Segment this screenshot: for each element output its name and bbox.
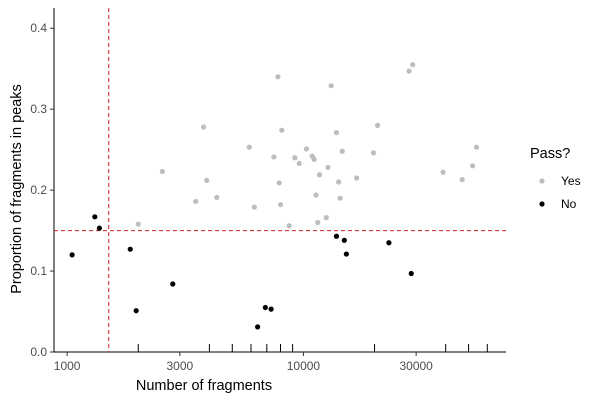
data-point-yes	[271, 154, 277, 160]
data-point-yes	[406, 68, 412, 74]
data-point-no	[69, 252, 75, 258]
data-point-no	[341, 237, 347, 243]
legend-label-no: No	[561, 197, 577, 211]
data-point-yes	[251, 204, 257, 210]
data-point-yes	[193, 198, 199, 205]
y-tick-label: 0.2	[30, 183, 47, 197]
data-point-no	[333, 233, 340, 239]
data-point-no	[268, 306, 274, 312]
data-point-yes	[323, 215, 329, 221]
data-point-yes	[303, 146, 310, 152]
y-tick-label: 0.4	[30, 21, 47, 35]
data-point-no	[386, 240, 392, 246]
data-point-no	[127, 246, 133, 252]
x-tick-label: 30000	[399, 359, 433, 373]
data-point-yes	[214, 194, 220, 201]
legend-entries: Yes No	[539, 174, 581, 211]
data-point-yes	[159, 168, 165, 175]
data-point-yes	[339, 148, 345, 154]
data-point-yes	[135, 221, 141, 227]
data-point-yes	[296, 160, 302, 167]
data-point-no	[170, 281, 176, 287]
data-point-no	[408, 270, 414, 277]
y-tick-label: 0.1	[30, 264, 47, 278]
data-point-yes	[279, 127, 285, 133]
x-tick-label: 1000	[54, 359, 81, 373]
data-points	[69, 62, 480, 330]
x-tick-label: 10000	[287, 359, 321, 373]
data-point-yes	[277, 202, 284, 208]
data-point-yes	[275, 74, 281, 80]
data-point-yes	[313, 192, 319, 198]
legend-title: Pass?	[530, 146, 570, 162]
data-point-yes	[337, 195, 343, 201]
data-point-yes	[336, 179, 342, 185]
data-point-no	[255, 324, 261, 330]
data-point-no	[343, 251, 349, 257]
y-tick-label: 0.0	[30, 345, 47, 359]
data-point-yes	[440, 169, 446, 175]
legend: Pass? Yes No	[530, 146, 581, 211]
data-point-yes	[410, 62, 416, 68]
legend-label-yes: Yes	[561, 174, 581, 188]
data-point-yes	[246, 144, 252, 150]
data-point-yes	[200, 124, 207, 130]
x-axis-title: Number of fragments	[136, 378, 272, 394]
legend-key-yes	[539, 178, 545, 184]
data-point-yes	[286, 223, 292, 229]
data-point-yes	[325, 164, 331, 171]
data-point-yes	[459, 176, 465, 183]
data-point-no	[262, 304, 268, 311]
data-point-yes	[328, 83, 334, 89]
data-point-yes	[316, 172, 323, 178]
data-point-yes	[473, 144, 480, 150]
data-point-yes	[311, 156, 317, 162]
data-point-yes	[470, 163, 476, 169]
data-point-yes	[374, 122, 381, 128]
ticks: 0.0 0.1 0.2 0.3 0.4 1000 3000 10000 30000	[30, 21, 488, 373]
x-tick-label: 3000	[167, 359, 194, 373]
data-point-no	[92, 214, 98, 220]
data-point-yes	[315, 219, 321, 226]
data-point-yes	[292, 155, 298, 161]
threshold-lines	[54, 8, 506, 352]
y-tick-label: 0.3	[30, 102, 47, 116]
y-axis-title: Proportion of fragments in peaks	[9, 84, 25, 294]
data-point-yes	[333, 130, 340, 136]
data-point-no	[96, 225, 103, 231]
data-point-no	[133, 308, 139, 314]
data-point-yes	[276, 180, 282, 186]
data-point-yes	[370, 150, 377, 156]
data-point-yes	[204, 177, 210, 184]
data-point-yes	[354, 175, 360, 181]
axes	[53, 8, 506, 353]
legend-key-no	[539, 201, 545, 207]
